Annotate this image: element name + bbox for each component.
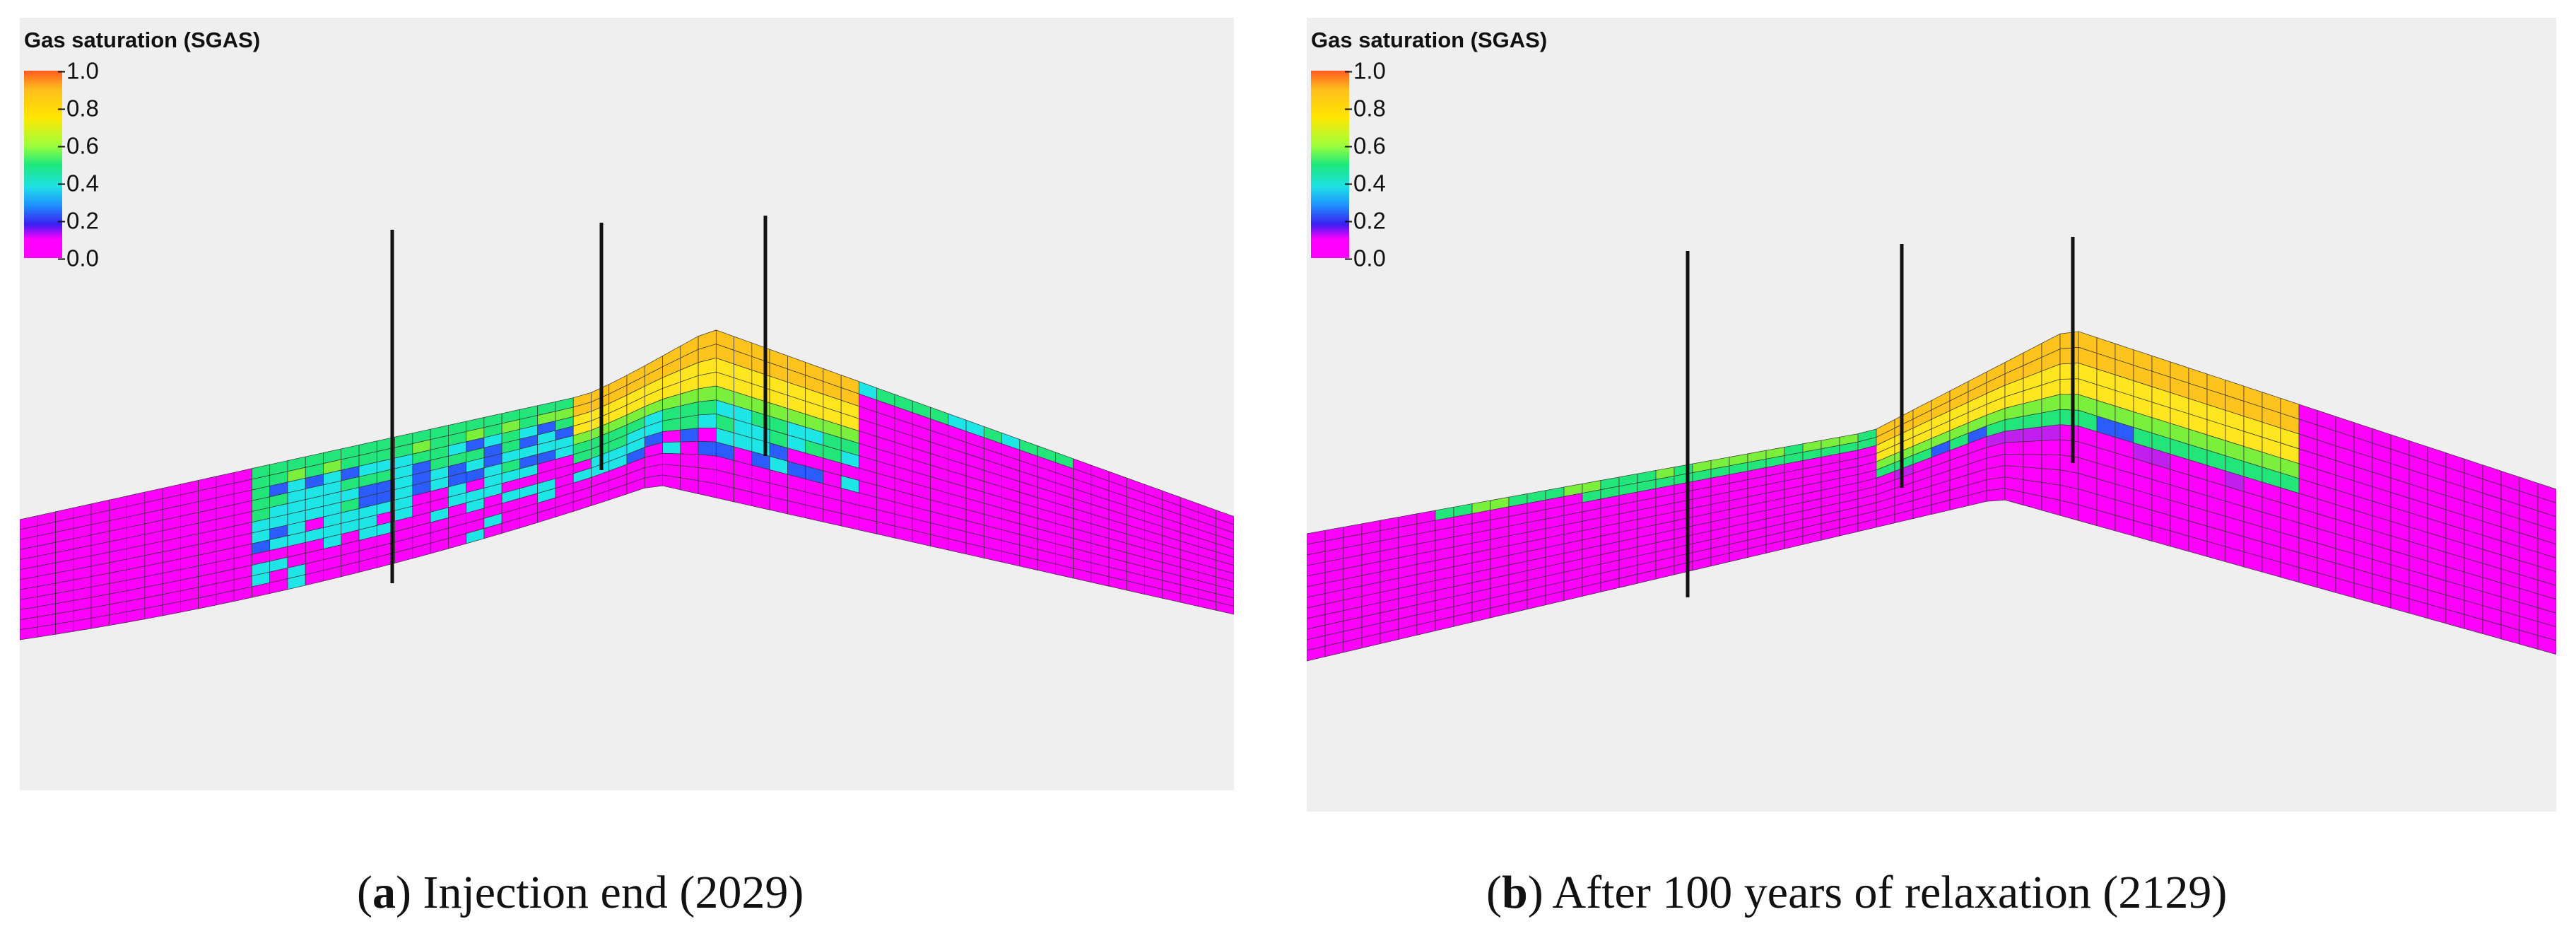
colorbar-tick-label: 1.0 (1345, 57, 1386, 84)
colorbar-gradient (1311, 71, 1349, 258)
grid-cell (1216, 517, 1234, 534)
grid-cell (2537, 524, 2556, 545)
grid-cell (1216, 526, 1234, 542)
grid-cell (2041, 439, 2061, 455)
grid-cell (698, 427, 717, 443)
grid-cell (2537, 566, 2556, 586)
colorbar-tick-label: 0.8 (58, 95, 99, 122)
grid-cell (680, 477, 699, 494)
simulation-panel-a: Gas saturation (SGAS) 1.0 0.8 0.6 0.4 0.… (20, 18, 1234, 790)
grid-cell (2059, 331, 2079, 350)
colorbar-tick-label: 0.6 (1345, 132, 1386, 159)
reservoir-cross-section-a (20, 216, 1234, 640)
grid-cell (1216, 568, 1234, 583)
grid-cell (698, 440, 717, 457)
grid-cell (2023, 426, 2042, 443)
grid-cell (2537, 635, 2556, 655)
grid-cell (698, 385, 717, 402)
caption-letter: b (1501, 867, 1528, 918)
grid-cell (698, 399, 717, 416)
grid-cell (2059, 346, 2079, 365)
grid-cell (680, 440, 699, 455)
grid-cell (662, 429, 681, 443)
grid-cell (1216, 585, 1234, 599)
grid-cell (698, 454, 717, 471)
grid-cell (680, 414, 699, 431)
grid-cell (2537, 538, 2556, 558)
grid-cell (2004, 428, 2024, 443)
grid-cell (2059, 424, 2079, 443)
grid-cell (662, 452, 681, 467)
grid-cell (2041, 454, 2061, 471)
colorbar-ticks: 1.0 0.8 0.6 0.4 0.2 0.0 (1345, 59, 1417, 270)
colorbar-tick-label: 0.2 (1345, 207, 1386, 234)
grid-cell (2537, 482, 2556, 503)
caption-letter: a (372, 867, 396, 918)
colorbar-title: Gas saturation (SGAS) (1311, 28, 1548, 52)
colorbar-title: Gas saturation (SGAS) (24, 28, 261, 52)
colorbar-gradient (24, 71, 62, 258)
grid-cells (1307, 331, 2556, 662)
grid-cell (680, 428, 699, 443)
grid-cell (2004, 454, 2024, 468)
grid-cell (2537, 496, 2556, 517)
grid-cell (698, 480, 717, 498)
grid-cell (2537, 510, 2556, 531)
grid-cell (2537, 621, 2556, 641)
reservoir-cross-section-b (1307, 237, 2556, 662)
grid-cells (20, 329, 1234, 640)
grid-cell (2059, 409, 2079, 427)
grid-cell (1216, 551, 1234, 566)
grid-cell (680, 453, 699, 468)
grid-cell (2059, 394, 2079, 411)
grid-cell (1216, 534, 1234, 550)
grid-cell (2004, 441, 2024, 455)
grid-cell (662, 474, 681, 491)
caption-a: (a) Injection end (2029) (357, 867, 804, 918)
grid-cell (2041, 424, 2061, 441)
grid-cell (1986, 488, 2006, 502)
grid-cell (2537, 607, 2556, 628)
colorbar-tick-label: 0.4 (58, 170, 99, 197)
grid-cell (2059, 439, 2079, 458)
caption-b: (b) After 100 years of relaxation (2129) (1486, 867, 2228, 918)
colorbar-tick-label: 0.4 (1345, 170, 1386, 197)
grid-cell (1216, 560, 1234, 574)
colorbar-tick-label: 0.2 (58, 207, 99, 234)
grid-cell (2059, 363, 2079, 380)
grid-cell (1216, 593, 1234, 607)
caption-text: After 100 years of relaxation (2129) (1543, 867, 2228, 918)
grid-cell (1216, 602, 1234, 615)
grid-cell (662, 441, 681, 455)
colorbar-tick-label: 1.0 (58, 57, 99, 84)
grid-cell (1216, 543, 1234, 558)
grid-cell (2023, 454, 2042, 469)
simulation-panel-b: Gas saturation (SGAS) 1.0 0.8 0.6 0.4 0.… (1307, 18, 2556, 812)
grid-cell (2537, 593, 2556, 614)
colorbar-tick-label: 0.0 (58, 245, 99, 271)
colorbar-tick-label: 0.8 (1345, 95, 1386, 122)
grid-cell (2059, 378, 2079, 395)
grid-cell (1216, 510, 1234, 525)
grid-cell (2023, 440, 2042, 455)
colorbar-tick-label: 0.0 (1345, 245, 1386, 271)
colorbar-tick-label: 0.6 (58, 132, 99, 159)
grid-cell (698, 414, 717, 428)
grid-cell (2537, 551, 2556, 573)
grid-cell (2537, 580, 2556, 600)
caption-text: Injection end (2029) (411, 867, 804, 918)
grid-cell (1216, 576, 1234, 590)
colorbar-ticks: 1.0 0.8 0.6 0.4 0.2 0.0 (58, 59, 130, 270)
